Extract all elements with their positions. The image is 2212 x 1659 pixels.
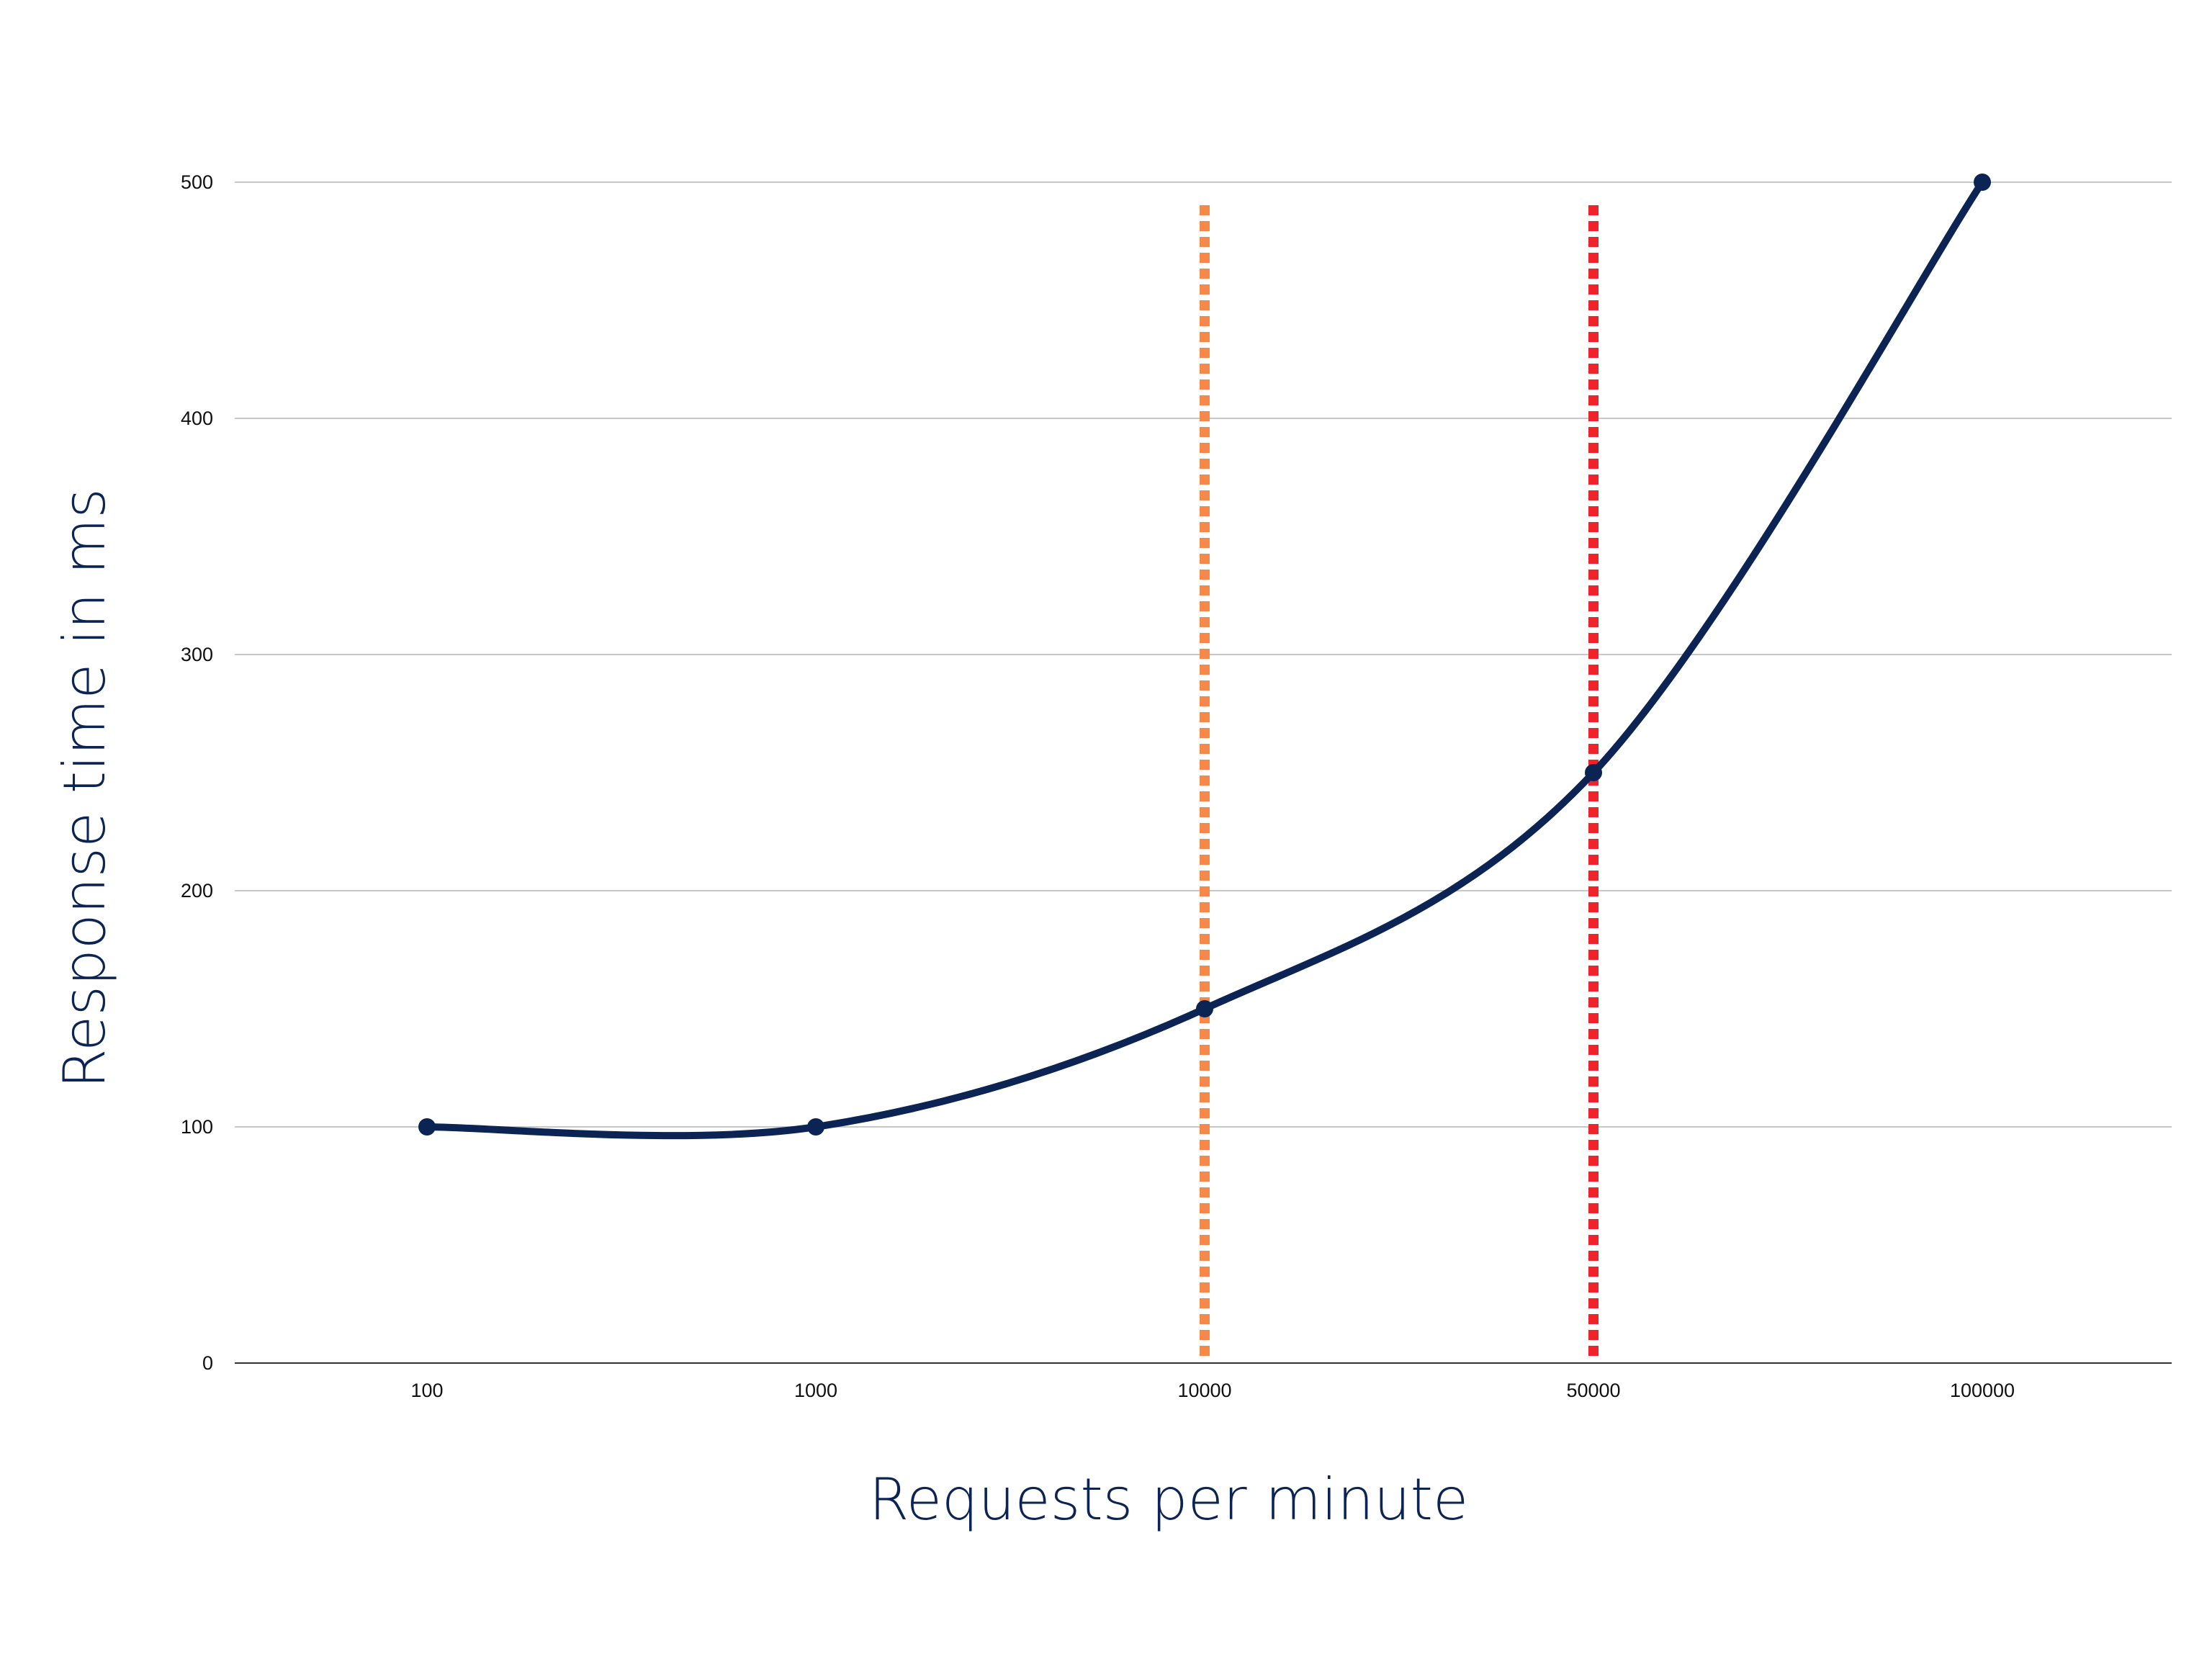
data-point [418, 1118, 436, 1136]
x-tick-label: 100 [410, 1380, 443, 1401]
data-point [1974, 174, 1991, 191]
x-tick-label: 50000 [1566, 1380, 1620, 1401]
x-tick-label: 10000 [1177, 1380, 1231, 1401]
y-tick-label: 100 [181, 1116, 213, 1138]
series-line [423, 179, 1986, 1140]
y-tick-label: 500 [181, 171, 213, 193]
x-axis-title: Requests per minute [869, 1466, 1469, 1533]
reference-lines [1200, 205, 1599, 1357]
y-tick-labels: 0 100 200 300 400 500 [181, 171, 213, 1374]
series-layer [418, 174, 1991, 1140]
x-tick-label: 100000 [1950, 1380, 2015, 1401]
y-axis-title: Response time in ms [51, 488, 118, 1089]
y-tick-label: 200 [181, 880, 213, 902]
y-tick-label: 400 [181, 408, 213, 429]
y-tick-label: 0 [202, 1352, 213, 1374]
x-tick-label: 1000 [794, 1380, 837, 1401]
data-point [1196, 1000, 1213, 1017]
data-point [807, 1118, 824, 1136]
y-tick-label: 300 [181, 644, 213, 665]
x-tick-labels: 100 1000 10000 50000 100000 [410, 1380, 2015, 1401]
data-point [1585, 764, 1602, 781]
